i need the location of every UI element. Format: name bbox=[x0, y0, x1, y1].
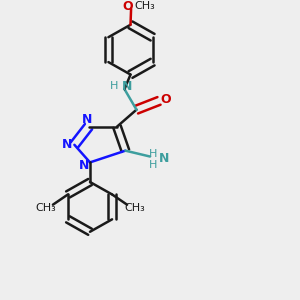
Text: CH₃: CH₃ bbox=[134, 1, 155, 11]
Text: O: O bbox=[160, 93, 171, 106]
Text: O: O bbox=[123, 0, 134, 13]
Text: H: H bbox=[149, 148, 157, 159]
Text: N: N bbox=[122, 80, 132, 93]
Text: N: N bbox=[82, 113, 92, 126]
Text: H: H bbox=[110, 81, 118, 91]
Text: CH₃: CH₃ bbox=[35, 203, 56, 213]
Text: CH₃: CH₃ bbox=[124, 203, 145, 213]
Text: H: H bbox=[149, 160, 157, 170]
Text: N: N bbox=[79, 159, 89, 172]
Text: N: N bbox=[62, 138, 72, 151]
Text: N: N bbox=[158, 152, 169, 165]
